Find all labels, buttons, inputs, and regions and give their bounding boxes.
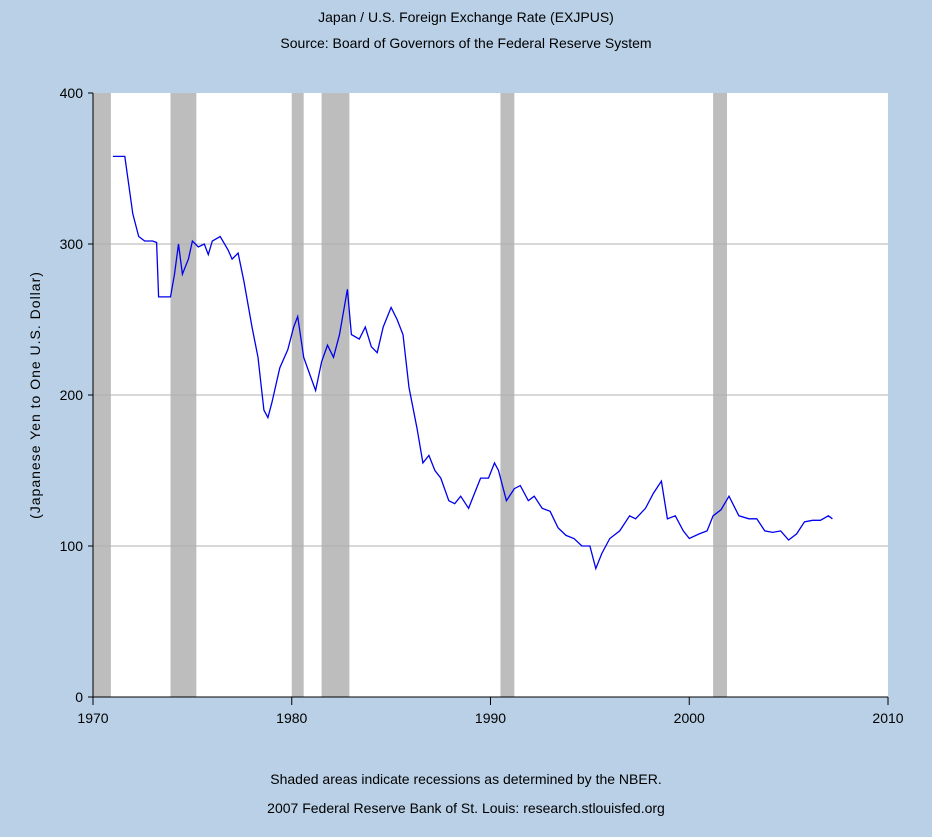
y-tick-label: 0 bbox=[75, 689, 83, 705]
y-tick-label: 100 bbox=[60, 538, 84, 554]
x-tick-label: 2000 bbox=[674, 710, 705, 726]
note: Shaded areas indicate recessions as dete… bbox=[270, 771, 661, 787]
y-tick-label: 400 bbox=[60, 85, 84, 101]
y-tick-label: 300 bbox=[60, 236, 84, 252]
x-tick-label: 2010 bbox=[872, 710, 903, 726]
x-tick-label: 1970 bbox=[77, 710, 108, 726]
chart-subtitle: Source: Board of Governors of the Federa… bbox=[280, 35, 651, 51]
x-tick-label: 1990 bbox=[475, 710, 506, 726]
x-tick-label: 1980 bbox=[276, 710, 307, 726]
y-axis-label: (Japanese Yen to One U.S. Dollar) bbox=[27, 271, 43, 519]
y-tick-label: 200 bbox=[60, 387, 84, 403]
note: 2007 Federal Reserve Bank of St. Louis: … bbox=[267, 800, 665, 816]
data-line bbox=[112, 155, 833, 571]
chart-title: Japan / U.S. Foreign Exchange Rate (EXJP… bbox=[318, 9, 614, 25]
